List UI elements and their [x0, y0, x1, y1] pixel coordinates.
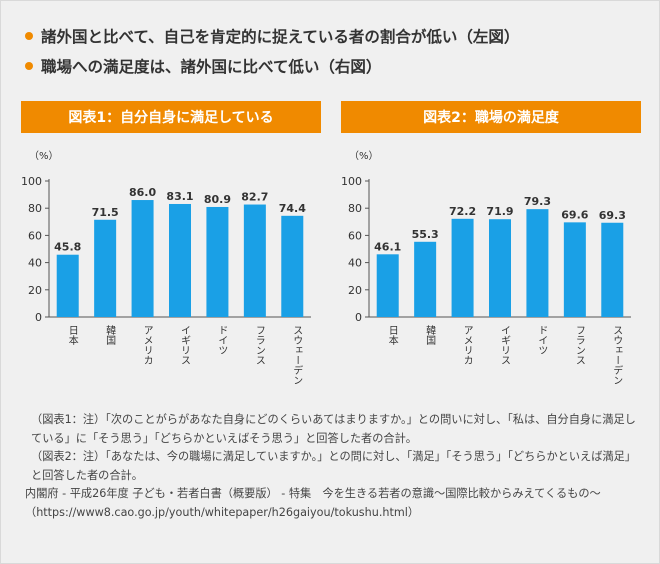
category-label: スウェーデン: [611, 325, 623, 385]
bar: [376, 254, 399, 317]
bar-value-label: 82.7: [241, 191, 268, 204]
y-tick-label: 80: [28, 202, 42, 215]
y-tick-label: 20: [28, 284, 42, 297]
category-label: 韓国: [104, 325, 116, 346]
bar: [451, 218, 474, 317]
category-label: アメリカ: [141, 325, 152, 365]
footnotes: （図表1：注）「次のことがらがあなた自身にどのくらいあてはまりますか。」との問い…: [25, 411, 645, 523]
bar-value-label: 86.0: [129, 186, 156, 199]
bar-value-label: 79.3: [524, 195, 551, 208]
category-label: イギリス: [499, 325, 511, 365]
y-tick-label: 0: [355, 311, 362, 324]
bar: [169, 203, 191, 317]
y-tick-label: 100: [341, 175, 362, 188]
chart-2-job-satisfaction: （%） 0 20 40 60 80 100 46.1 日本 55.3 韓国 72.2 アメリカ 71.9 イ…: [341, 150, 631, 385]
bar: [563, 222, 586, 317]
bar-value-label: 46.1: [374, 240, 401, 253]
summary-bullet-text: 職場への満足度は、諸外国に比べて低い（右図）: [41, 58, 382, 76]
category-label: ドイツ: [536, 325, 548, 355]
category-label: スウェーデン: [291, 325, 303, 385]
bar: [131, 200, 154, 317]
bar: [281, 215, 304, 317]
bar: [489, 219, 511, 317]
category-label: 日本: [386, 325, 398, 346]
category-label: フランス: [573, 325, 584, 365]
bar-value-label: 69.6: [561, 208, 588, 221]
y-tick-label: 40: [348, 257, 362, 270]
bar-value-label: 55.3: [412, 228, 439, 241]
bar: [56, 254, 79, 317]
chart-1-title: 図表1：自分自身に満足している: [21, 101, 321, 133]
bar-value-label: 45.8: [54, 241, 81, 254]
bar: [94, 219, 117, 317]
bar-value-label: 80.9: [204, 193, 231, 206]
summary-bullet-1: 諸外国と比べて、自己を肯定的に捉えている者の割合が低い（左図）: [25, 21, 519, 51]
bar: [414, 241, 437, 317]
note-chart-1: （図表1：注）「次のことがらがあなた自身にどのくらいあてはまりますか。」との問い…: [31, 413, 636, 445]
y-tick-label: 40: [28, 257, 42, 270]
y-tick-label: 80: [348, 202, 362, 215]
category-label: ドイツ: [216, 325, 228, 355]
category-label: イギリス: [179, 325, 191, 365]
bar-value-label: 71.9: [486, 205, 513, 218]
bar-value-label: 72.2: [449, 205, 476, 218]
y-tick-label: 20: [348, 284, 362, 297]
chart-1-self-satisfaction: （%） 0 20 40 60 80 100 45.8 日本 71.5 韓国 86.0 アメリカ 83.1 イ…: [21, 150, 311, 385]
bar: [206, 206, 229, 317]
category-label: フランス: [253, 325, 264, 365]
note-chart-2: （図表2：注）「あなたは、今の職場に満足していますか。」との問に対し、「満足」「…: [31, 450, 636, 482]
bar-value-label: 71.5: [92, 206, 119, 219]
y-tick-label: 60: [348, 229, 362, 242]
category-label: 韓国: [424, 325, 436, 346]
summary-bullet-2: 職場への満足度は、諸外国に比べて低い（右図）: [25, 51, 519, 81]
bullet-dot-icon: [25, 62, 33, 70]
bar-value-label: 69.3: [599, 209, 626, 222]
category-label: アメリカ: [461, 325, 472, 365]
bar: [526, 209, 549, 317]
bar: [243, 204, 266, 317]
source-citation: 内閣府 - 平成26年度 子ども・若者白書（概要版） - 特集 今を生きる若者の…: [25, 487, 601, 519]
y-unit-label: （%）: [349, 150, 379, 162]
summary-bullets: 諸外国と比べて、自己を肯定的に捉えている者の割合が低い（左図） 職場への満足度は…: [25, 21, 519, 81]
y-tick-label: 0: [35, 311, 42, 324]
y-tick-label: 60: [28, 229, 42, 242]
category-label: 日本: [66, 325, 78, 346]
summary-bullet-text: 諸外国と比べて、自己を肯定的に捉えている者の割合が低い（左図）: [41, 28, 520, 46]
bar-value-label: 83.1: [166, 190, 193, 203]
y-unit-label: （%）: [29, 150, 59, 162]
bar: [601, 222, 624, 317]
chart-2-title: 図表2：職場の満足度: [341, 101, 641, 133]
y-tick-label: 100: [21, 175, 42, 188]
bar-value-label: 74.4: [279, 202, 306, 215]
bullet-dot-icon: [25, 32, 33, 40]
